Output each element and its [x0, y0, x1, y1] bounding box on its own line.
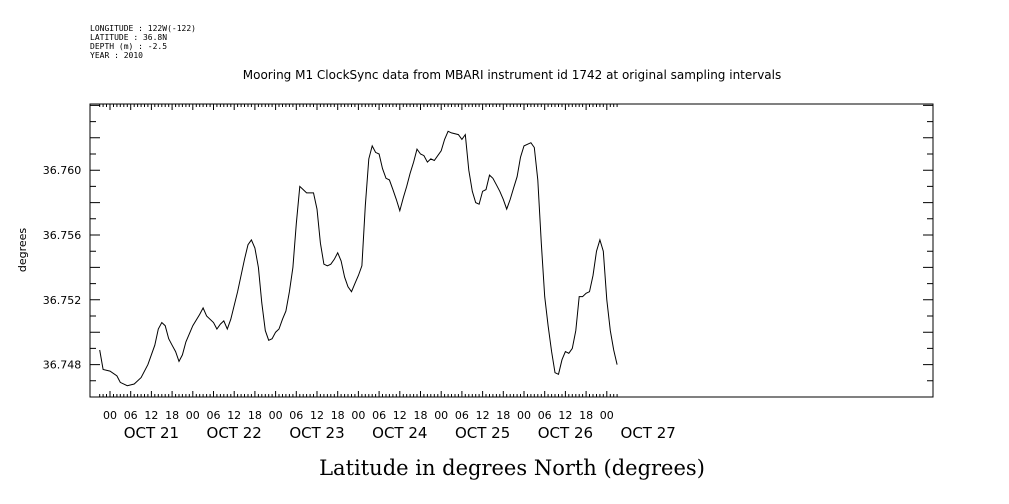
x-hour-label: 18 — [331, 409, 345, 422]
x-hour-label: 06 — [289, 409, 303, 422]
x-hour-label: 18 — [414, 409, 428, 422]
x-hour-label: 06 — [538, 409, 552, 422]
axis-ticks — [90, 104, 933, 398]
x-hour-labels: 00 06 12 18 00 06 12 18 00 06 12 18 00 06 12 18 00 06 12 18… — [103, 409, 614, 422]
data-line — [99, 130, 618, 387]
x-hour-label: 12 — [310, 409, 324, 422]
tick-marks — [90, 104, 933, 398]
x-hour-label: 12 — [476, 409, 490, 422]
x-hour-label: 18 — [579, 409, 593, 422]
x-hour-label: 00 — [186, 409, 200, 422]
x-day-label: OCT 26 — [538, 424, 593, 442]
x-hour-label: 12 — [393, 409, 407, 422]
x-hour-label: 06 — [455, 409, 469, 422]
y-tick-label: 36.760 — [43, 164, 82, 177]
meta-depth: DEPTH (m) : -2.5 — [90, 42, 167, 51]
x-day-label: OCT 21 — [124, 424, 179, 442]
x-day-label: OCT 25 — [455, 424, 510, 442]
x-hour-label: 18 — [496, 409, 510, 422]
x-hour-label: 06 — [124, 409, 138, 422]
x-hour-label: 12 — [227, 409, 241, 422]
chart-title: Mooring M1 ClockSync data from MBARI ins… — [243, 68, 781, 82]
meta-latitude: LATITUDE : 36.8N — [90, 33, 167, 42]
x-day-label: OCT 22 — [207, 424, 262, 442]
x-hour-label: 12 — [558, 409, 572, 422]
x-day-labels: OCT 21 OCT 22 OCT 23 OCT 24 OCT 25 OCT 26 OCT … — [124, 424, 676, 442]
x-hour-label: 18 — [248, 409, 262, 422]
x-hour-label: 00 — [517, 409, 531, 422]
y-tick-label: 36.748 — [43, 359, 82, 372]
x-hour-label: 06 — [372, 409, 386, 422]
x-hour-label: 00 — [600, 409, 614, 422]
x-hour-label: 12 — [144, 409, 158, 422]
y-tick-label: 36.752 — [43, 294, 82, 307]
y-axis-label: degrees — [16, 228, 29, 273]
x-day-label: OCT 23 — [289, 424, 344, 442]
x-hour-label: 00 — [351, 409, 365, 422]
meta-longitude: LONGITUDE : 122W(-122) — [90, 24, 196, 33]
metadata-block: LONGITUDE : 122W(-122) LATITUDE : 36.8N … — [90, 24, 196, 60]
x-axis-label: Latitude in degrees North (degrees) — [319, 456, 705, 480]
y-tick-label: 36.756 — [43, 229, 82, 242]
y-tick-labels: 36.748 36.752 36.756 36.760 — [43, 164, 82, 371]
meta-year: YEAR : 2010 — [90, 51, 143, 60]
x-day-label: OCT 24 — [372, 424, 427, 442]
plot-frame — [89, 103, 934, 398]
x-hour-label: 00 — [434, 409, 448, 422]
x-hour-label: 06 — [207, 409, 221, 422]
x-day-label: OCT 27 — [621, 424, 676, 442]
x-hour-label: 00 — [103, 409, 117, 422]
x-hour-label: 18 — [165, 409, 179, 422]
x-hour-label: 00 — [269, 409, 283, 422]
